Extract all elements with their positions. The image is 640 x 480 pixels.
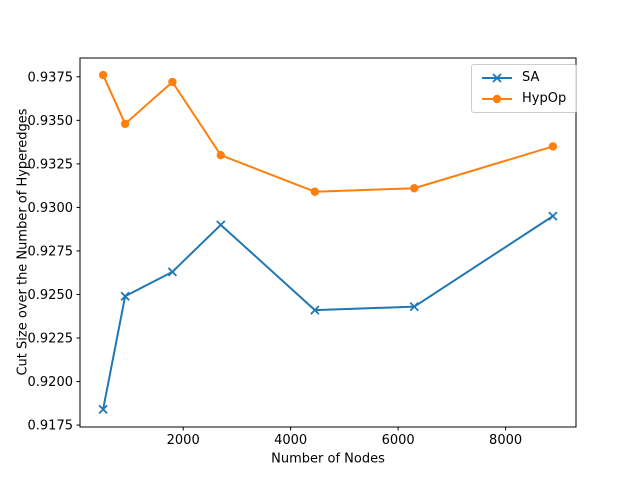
legend-label-hypop: HypOp (522, 91, 567, 106)
y-axis-tick-label: 0.9225 (28, 332, 74, 347)
sa-marker (167, 267, 178, 277)
circle-marker-icon (492, 94, 502, 104)
sa-marker (120, 291, 130, 301)
hypop-marker (216, 150, 225, 160)
legend-label-sa: SA (522, 70, 540, 85)
sa-marker (548, 211, 558, 221)
y-axis-tick-label: 0.9300 (28, 201, 74, 216)
legend: SA HypOp (471, 64, 578, 113)
y-axis-tick-label: 0.9175 (28, 419, 74, 434)
y-axis-tick-label: 0.9375 (28, 70, 74, 85)
hypop-marker (310, 187, 320, 196)
hypop-marker (120, 119, 130, 129)
hypop-marker (168, 77, 177, 87)
sa-line (102, 215, 554, 410)
hypop-legend-sample (482, 94, 512, 104)
y-axis-label: Cut Size over the Number of Hyperedges (15, 108, 31, 376)
legend-item-sa: SA (481, 70, 566, 86)
x-axis-tick-label: 6000 (382, 433, 415, 448)
x-axis-tick-label: 2000 (167, 433, 200, 448)
x-axis-label: Number of Nodes (271, 451, 385, 467)
y-axis-tick-label: 0.9350 (28, 114, 74, 129)
y-axis-tick-label: 0.9325 (28, 157, 74, 172)
hypop-marker (548, 142, 558, 151)
x-axis-tick-label: 8000 (489, 433, 522, 448)
sa-marker (216, 220, 226, 230)
sa-marker (310, 305, 320, 315)
x-marker-icon (492, 73, 502, 83)
axes-frame (79, 57, 577, 428)
sa-marker (98, 404, 108, 415)
legend-item-hypop: HypOp (481, 91, 566, 107)
hypop-marker (98, 70, 108, 80)
hypop-marker (410, 184, 419, 193)
y-axis-tick-label: 0.9250 (28, 288, 74, 303)
x-axis-tick-label: 4000 (274, 433, 307, 448)
y-axis-tick-label: 0.9275 (28, 244, 74, 259)
y-axis-tick-label: 0.9200 (28, 375, 74, 390)
sa-marker (409, 302, 419, 312)
sa-legend-sample (482, 73, 512, 83)
